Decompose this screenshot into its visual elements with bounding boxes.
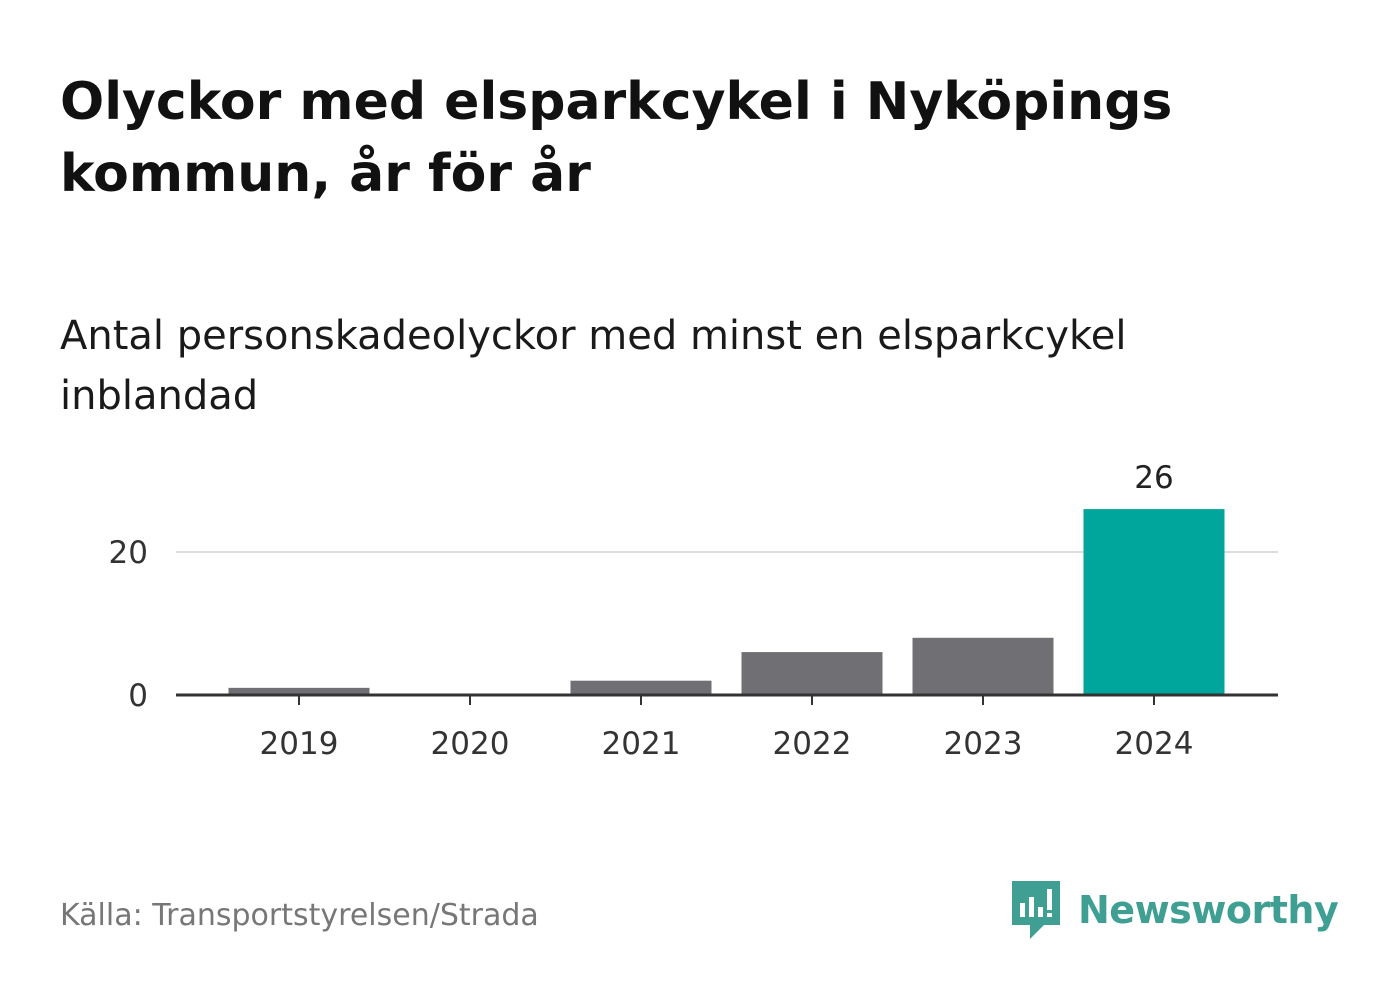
x-tick-label: 2023 bbox=[944, 726, 1023, 762]
y-tick-label: 0 bbox=[128, 678, 148, 714]
x-axis bbox=[176, 693, 1278, 705]
bar-2022 bbox=[741, 652, 883, 695]
data-label: 26 bbox=[1134, 460, 1173, 496]
brand-name: Newsworthy bbox=[1078, 888, 1339, 932]
x-tick-label: 2024 bbox=[1115, 726, 1194, 762]
bar-2021 bbox=[570, 680, 712, 695]
newsworthy-logo-icon bbox=[1012, 881, 1060, 939]
bar-chart: 0 20 2019 2020 2021 2022 2023 2024 26 bbox=[109, 460, 1278, 762]
bar-2019 bbox=[228, 687, 370, 695]
bar-2024 bbox=[1083, 509, 1225, 695]
x-tick-label: 2019 bbox=[260, 726, 339, 762]
x-tick-label: 2021 bbox=[602, 726, 681, 762]
x-tick-label: 2020 bbox=[431, 726, 510, 762]
chart-title: Olyckor med elsparkcykel i Nyköpings kom… bbox=[60, 72, 1173, 204]
brand-logo: Newsworthy bbox=[1010, 878, 1339, 942]
source-note: Källa: Transportstyrelsen/Strada bbox=[60, 898, 539, 933]
bar-2023 bbox=[912, 637, 1054, 695]
labels: 0 20 2019 2020 2021 2022 2023 2024 26 bbox=[109, 460, 1194, 762]
y-tick-label: 20 bbox=[109, 535, 148, 571]
x-tick-label: 2022 bbox=[773, 726, 852, 762]
chart-subtitle: Antal personskadeolyckor med minst en el… bbox=[60, 313, 1127, 419]
bars bbox=[228, 509, 1225, 695]
